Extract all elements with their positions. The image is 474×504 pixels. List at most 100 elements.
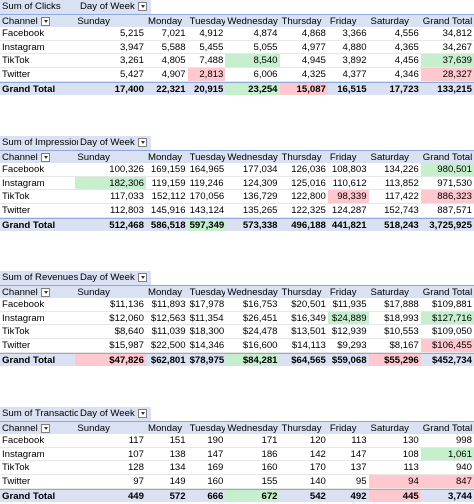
column-header-grand-total[interactable]: Grand Total: [420, 284, 474, 299]
value-cell[interactable]: 152,743: [368, 204, 421, 218]
value-cell[interactable]: $16,753: [225, 298, 280, 312]
grand-total-label[interactable]: Grand Total: [0, 488, 76, 503]
column-header-tuesday[interactable]: Tuesday: [187, 284, 226, 299]
value-cell[interactable]: 125,016: [279, 177, 328, 191]
row-label[interactable]: TikTok: [0, 461, 76, 475]
total-cell[interactable]: $452,734: [420, 352, 474, 367]
value-cell[interactable]: $10,553: [368, 325, 421, 339]
row-field-label[interactable]: Channel: [0, 13, 76, 28]
value-cell[interactable]: 113: [368, 461, 421, 475]
total-cell[interactable]: 666: [187, 488, 226, 503]
column-header-sunday[interactable]: Sunday: [75, 149, 146, 164]
value-cell[interactable]: 5,588: [145, 41, 188, 55]
row-label[interactable]: TikTok: [0, 54, 76, 68]
value-cell[interactable]: 4,556: [368, 27, 421, 41]
value-cell[interactable]: $16,600: [225, 339, 280, 353]
row-label[interactable]: Twitter: [0, 475, 76, 489]
value-cell[interactable]: 108: [368, 448, 421, 462]
value-cell[interactable]: 140: [279, 475, 328, 489]
total-cell[interactable]: 17,400: [75, 81, 146, 96]
value-cell[interactable]: 4,912: [187, 27, 226, 41]
value-cell[interactable]: 119,246: [187, 177, 226, 191]
pivot-title[interactable]: Sum of Revenues: [0, 271, 78, 285]
total-cell[interactable]: 586,518: [145, 217, 188, 232]
value-cell[interactable]: 3,261: [75, 54, 146, 68]
value-cell[interactable]: 147: [187, 448, 226, 462]
value-cell[interactable]: 108,803: [327, 163, 369, 177]
value-cell[interactable]: 152,112: [145, 190, 188, 204]
row-field-label[interactable]: Channel: [0, 149, 76, 164]
value-cell[interactable]: 94: [368, 474, 421, 489]
value-cell[interactable]: 169: [187, 461, 226, 475]
value-cell[interactable]: 34,267: [420, 41, 474, 55]
value-cell[interactable]: 3,947: [75, 41, 146, 55]
value-cell[interactable]: 95: [327, 475, 369, 489]
value-cell[interactable]: 160: [187, 475, 226, 489]
pivot-title[interactable]: Sum of Transactions: [0, 407, 78, 421]
value-cell[interactable]: 170,056: [187, 191, 226, 204]
value-cell[interactable]: 128: [75, 461, 146, 475]
total-cell[interactable]: 518,243: [368, 217, 421, 232]
row-label[interactable]: Facebook: [0, 27, 76, 41]
total-cell[interactable]: 3,725,925: [420, 217, 474, 232]
value-cell[interactable]: $109,050: [420, 325, 474, 339]
value-cell[interactable]: 124,287: [327, 204, 369, 218]
total-cell[interactable]: $64,565: [279, 352, 328, 367]
value-cell[interactable]: 940: [420, 461, 474, 475]
value-cell[interactable]: 4,945: [279, 54, 328, 68]
row-label[interactable]: Facebook: [0, 434, 76, 448]
pivot-title[interactable]: Sum of Impressions: [0, 136, 78, 150]
column-header-grand-total[interactable]: Grand Total: [420, 420, 474, 435]
value-cell[interactable]: $12,563: [145, 312, 188, 326]
total-cell[interactable]: 542: [279, 488, 328, 503]
value-cell[interactable]: 110,612: [327, 177, 369, 191]
value-cell[interactable]: 126,036: [279, 163, 328, 177]
value-cell[interactable]: 112,803: [75, 204, 146, 218]
value-cell[interactable]: $24,889: [327, 311, 369, 326]
value-cell[interactable]: 5,427: [75, 68, 146, 82]
value-cell[interactable]: $14,113: [279, 339, 328, 353]
value-cell[interactable]: 177,034: [225, 163, 280, 177]
column-header-saturday[interactable]: Saturday: [368, 284, 421, 299]
value-cell[interactable]: $18,993: [368, 312, 421, 326]
row-label[interactable]: Twitter: [0, 339, 76, 353]
value-cell[interactable]: $106,455: [420, 338, 474, 353]
filter-dropdown-icon[interactable]: [40, 152, 50, 162]
value-cell[interactable]: $11,136: [75, 298, 146, 312]
column-header-wednesday[interactable]: Wednesday: [225, 13, 280, 28]
value-cell[interactable]: 34,812: [420, 27, 474, 41]
total-cell[interactable]: $62,801: [145, 352, 188, 367]
value-cell[interactable]: $8,167: [368, 339, 421, 353]
total-cell[interactable]: 20,915: [187, 81, 226, 96]
value-cell[interactable]: 170: [279, 461, 328, 475]
column-header-tuesday[interactable]: Tuesday: [187, 420, 226, 435]
row-field-label[interactable]: Channel: [0, 284, 76, 299]
total-cell[interactable]: 23,254: [225, 81, 280, 96]
value-cell[interactable]: 4,377: [327, 68, 369, 82]
value-cell[interactable]: $9,293: [327, 339, 369, 353]
column-field-label[interactable]: Day of Week: [78, 136, 151, 150]
column-header-sunday[interactable]: Sunday: [75, 420, 146, 435]
value-cell[interactable]: 4,977: [279, 41, 328, 55]
filter-dropdown-icon[interactable]: [137, 1, 147, 11]
column-header-saturday[interactable]: Saturday: [368, 13, 421, 28]
value-cell[interactable]: 100,326: [75, 163, 146, 177]
row-label[interactable]: Twitter: [0, 68, 76, 82]
column-header-saturday[interactable]: Saturday: [368, 420, 421, 435]
column-header-monday[interactable]: Monday: [145, 13, 188, 28]
column-header-tuesday[interactable]: Tuesday: [187, 13, 226, 28]
value-cell[interactable]: 113,852: [368, 177, 421, 191]
filter-dropdown-icon[interactable]: [137, 408, 147, 418]
value-cell[interactable]: 887,571: [420, 204, 474, 218]
value-cell[interactable]: 4,346: [368, 68, 421, 82]
value-cell[interactable]: 7,488: [187, 54, 226, 68]
column-header-grand-total[interactable]: Grand Total: [420, 149, 474, 164]
value-cell[interactable]: 98,339: [327, 190, 369, 204]
row-label[interactable]: Instagram: [0, 312, 76, 326]
value-cell[interactable]: 28,327: [420, 67, 474, 82]
value-cell[interactable]: 980,501: [420, 163, 474, 177]
value-cell[interactable]: $16,349: [279, 312, 328, 326]
value-cell[interactable]: 169,159: [145, 163, 188, 177]
value-cell[interactable]: $14,346: [187, 339, 226, 353]
value-cell[interactable]: 4,868: [279, 27, 328, 41]
